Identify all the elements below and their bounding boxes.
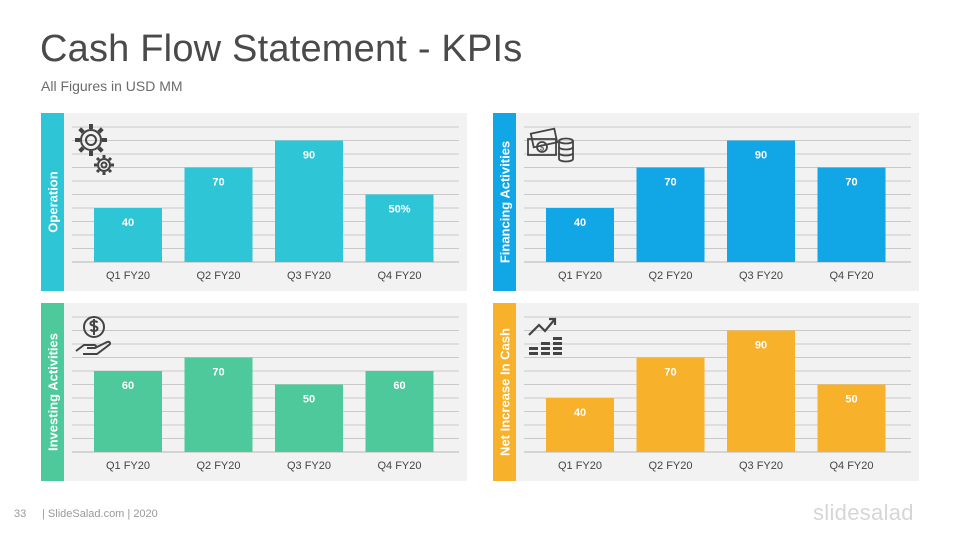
data-label: 40: [122, 217, 134, 229]
bar: [817, 167, 886, 262]
data-label: 60: [122, 380, 134, 392]
bar: [727, 140, 795, 262]
growth-chart-icon: [528, 317, 562, 355]
money-coins-icon: $: [527, 127, 574, 163]
tick-label: Q1 FY20: [558, 270, 602, 282]
panel-label: Investing Activities: [45, 333, 60, 451]
tick-label: Q2 FY20: [196, 270, 240, 282]
bar: [546, 208, 614, 262]
bar-chart-financing: 40 Q1 FY20 70 Q2 FY20 90 Q3 FY20 70 Q4 FY20: [524, 126, 911, 282]
chart-panel-operation: Operation 40 Q1 FY20 70 Q2 FY20 90 Q3 FY20 50%…: [41, 113, 467, 291]
tick-label: Q4 FY20: [377, 270, 421, 282]
bar: [184, 357, 253, 452]
tick-label: Q1 FY20: [106, 460, 150, 472]
bar: [94, 371, 162, 452]
data-label: 60: [393, 380, 405, 392]
brand-logo: slidesalad: [813, 500, 914, 525]
data-label: 90: [303, 150, 315, 162]
bar: [275, 384, 343, 452]
data-label: 90: [755, 150, 767, 162]
tick-label: Q3 FY20: [739, 460, 783, 472]
hand-dollar-icon: [75, 316, 112, 355]
data-label: 50: [845, 394, 857, 406]
bar-chart-investing: 60 Q1 FY20 70 Q2 FY20 50 Q3 FY20 60 Q4 FY20: [72, 316, 459, 472]
data-label: 40: [574, 407, 586, 419]
data-label: 70: [212, 367, 224, 379]
page-subtitle: All Figures in USD MM: [41, 78, 183, 94]
data-label: 90: [755, 340, 767, 352]
page-number: 33: [14, 508, 27, 520]
panel-side-bar: Net Increase In Cash: [493, 303, 516, 481]
tick-label: Q1 FY20: [106, 270, 150, 282]
chart-panel-financing: Financing Activities 40 Q1 FY20 70 Q2 FY20 9…: [493, 113, 919, 291]
panel-label: Financing Activities: [497, 140, 512, 264]
tick-label: Q1 FY20: [558, 460, 602, 472]
tick-label: Q2 FY20: [648, 270, 692, 282]
bar: [365, 194, 434, 262]
gears-icon: [75, 124, 114, 175]
bar: [275, 140, 343, 262]
data-label: 40: [574, 217, 586, 229]
bar: [636, 167, 705, 262]
tick-label: Q3 FY20: [287, 270, 331, 282]
chart-panel-net-increase: Net Increase In Cash 40 Q1 FY20 70 Q2 FY20 9…: [493, 303, 919, 481]
panel-side-bar: Operation: [41, 113, 64, 291]
panel-label: Operation: [45, 171, 60, 233]
tick-label: Q4 FY20: [377, 460, 421, 472]
chart-panel-investing: Investing Activities 60 Q1 FY20 70 Q2 FY20 5…: [41, 303, 467, 481]
bar-chart-operation: 40 Q1 FY20 70 Q2 FY20 90 Q3 FY20 50% Q4 FY20: [72, 126, 459, 282]
panel-side-bar: Investing Activities: [41, 303, 64, 481]
bar: [727, 330, 795, 452]
tick-label: Q4 FY20: [829, 270, 873, 282]
bar-chart-net-increase: 40 Q1 FY20 70 Q2 FY20 90 Q3 FY20 50 Q4 FY20: [524, 316, 911, 472]
tick-label: Q2 FY20: [196, 460, 240, 472]
data-label: 70: [845, 177, 857, 189]
bar: [365, 371, 434, 452]
bar: [817, 384, 886, 452]
bar: [636, 357, 705, 452]
tick-label: Q4 FY20: [829, 460, 873, 472]
data-label: 70: [664, 177, 676, 189]
data-label: 50%: [388, 204, 410, 216]
data-label: 70: [212, 177, 224, 189]
tick-label: Q2 FY20: [648, 460, 692, 472]
data-label: 50: [303, 394, 315, 406]
page-title: Cash Flow Statement - KPIs: [40, 28, 523, 70]
bar: [546, 398, 614, 452]
bar: [94, 208, 162, 262]
footer-text: | SlideSalad.com | 2020: [42, 508, 158, 520]
panel-label: Net Increase In Cash: [497, 328, 512, 456]
tick-label: Q3 FY20: [739, 270, 783, 282]
data-label: 70: [664, 367, 676, 379]
svg-text:$: $: [540, 144, 545, 153]
tick-label: Q3 FY20: [287, 460, 331, 472]
panel-side-bar: Financing Activities: [493, 113, 516, 291]
bar: [184, 167, 253, 262]
